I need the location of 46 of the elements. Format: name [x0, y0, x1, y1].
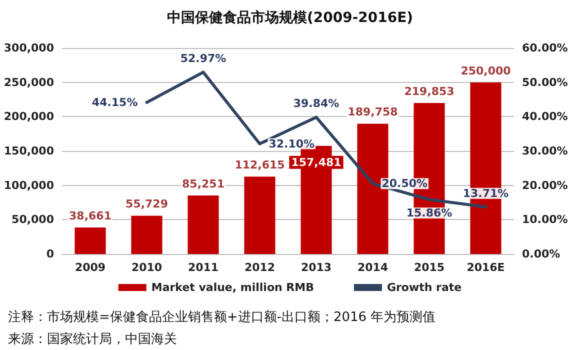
data-label: 38,661: [69, 209, 112, 222]
y-tick-label: 100,000: [4, 178, 54, 192]
bar: [131, 216, 162, 254]
y-tick-label: 50,000: [12, 213, 54, 226]
y-tick-label: 0: [46, 248, 54, 260]
data-label: 219,853: [404, 85, 454, 98]
y2-tick-label: 0.00%: [522, 248, 560, 260]
bar: [244, 176, 276, 254]
data-label: 112,615: [234, 158, 285, 172]
data-label: 13.71%: [462, 186, 509, 200]
x-tick-label: 2010: [131, 261, 162, 274]
data-label: 250,000: [460, 64, 512, 78]
data-label: 44.15%: [92, 96, 138, 109]
bar: [74, 227, 106, 254]
x-tick-label: 2016E: [466, 261, 505, 274]
x-tick-label: 2009: [74, 261, 106, 274]
y-tick-label: 200,000: [4, 110, 54, 124]
x-tick-label: 2015: [414, 261, 445, 274]
y-tick-label: 250,000: [4, 76, 54, 89]
data-label: 85,251: [182, 177, 224, 190]
text: 注释：市场规模=保健食品企业销售额+进口额-出口额；2016 年为预测值: [8, 310, 436, 325]
y-tick-label: 150,000: [4, 144, 54, 158]
chart-title: 中国保健食品市场规模(2009-2016E): [166, 9, 414, 26]
x-tick-label: 2011: [188, 261, 219, 274]
x-tick-label: 2013: [300, 261, 332, 274]
data-label: 189,758: [348, 106, 398, 119]
data-label: 32.10%: [268, 137, 315, 150]
data-label: 55,729: [126, 198, 168, 211]
y2-tick-label: 20.00%: [522, 178, 568, 192]
bar: [188, 195, 219, 254]
y2-tick-label: 50.00%: [522, 76, 568, 89]
y-tick-label: 300,000: [4, 42, 54, 54]
y2-tick-label: 30.00%: [522, 144, 568, 158]
y2-tick-label: 40.00%: [522, 110, 568, 124]
data-label: 157,481: [291, 156, 342, 169]
data-label: 39.84%: [293, 97, 340, 110]
legend-label: Market value, million RMB: [151, 281, 314, 294]
data-label: 15.86%: [406, 206, 452, 220]
data-label: 20.50%: [382, 177, 428, 190]
x-tick-label: 2014: [357, 261, 388, 274]
x-tick-label: 2012: [244, 261, 276, 274]
source-note: 来源：国家统计局，中国海关: [8, 331, 177, 347]
legend-label: Growth rate: [386, 281, 462, 294]
data-label: 52.97%: [180, 52, 226, 66]
y2-tick-label: 10.00%: [522, 213, 568, 226]
y2-tick-label: 60.00%: [522, 42, 568, 54]
